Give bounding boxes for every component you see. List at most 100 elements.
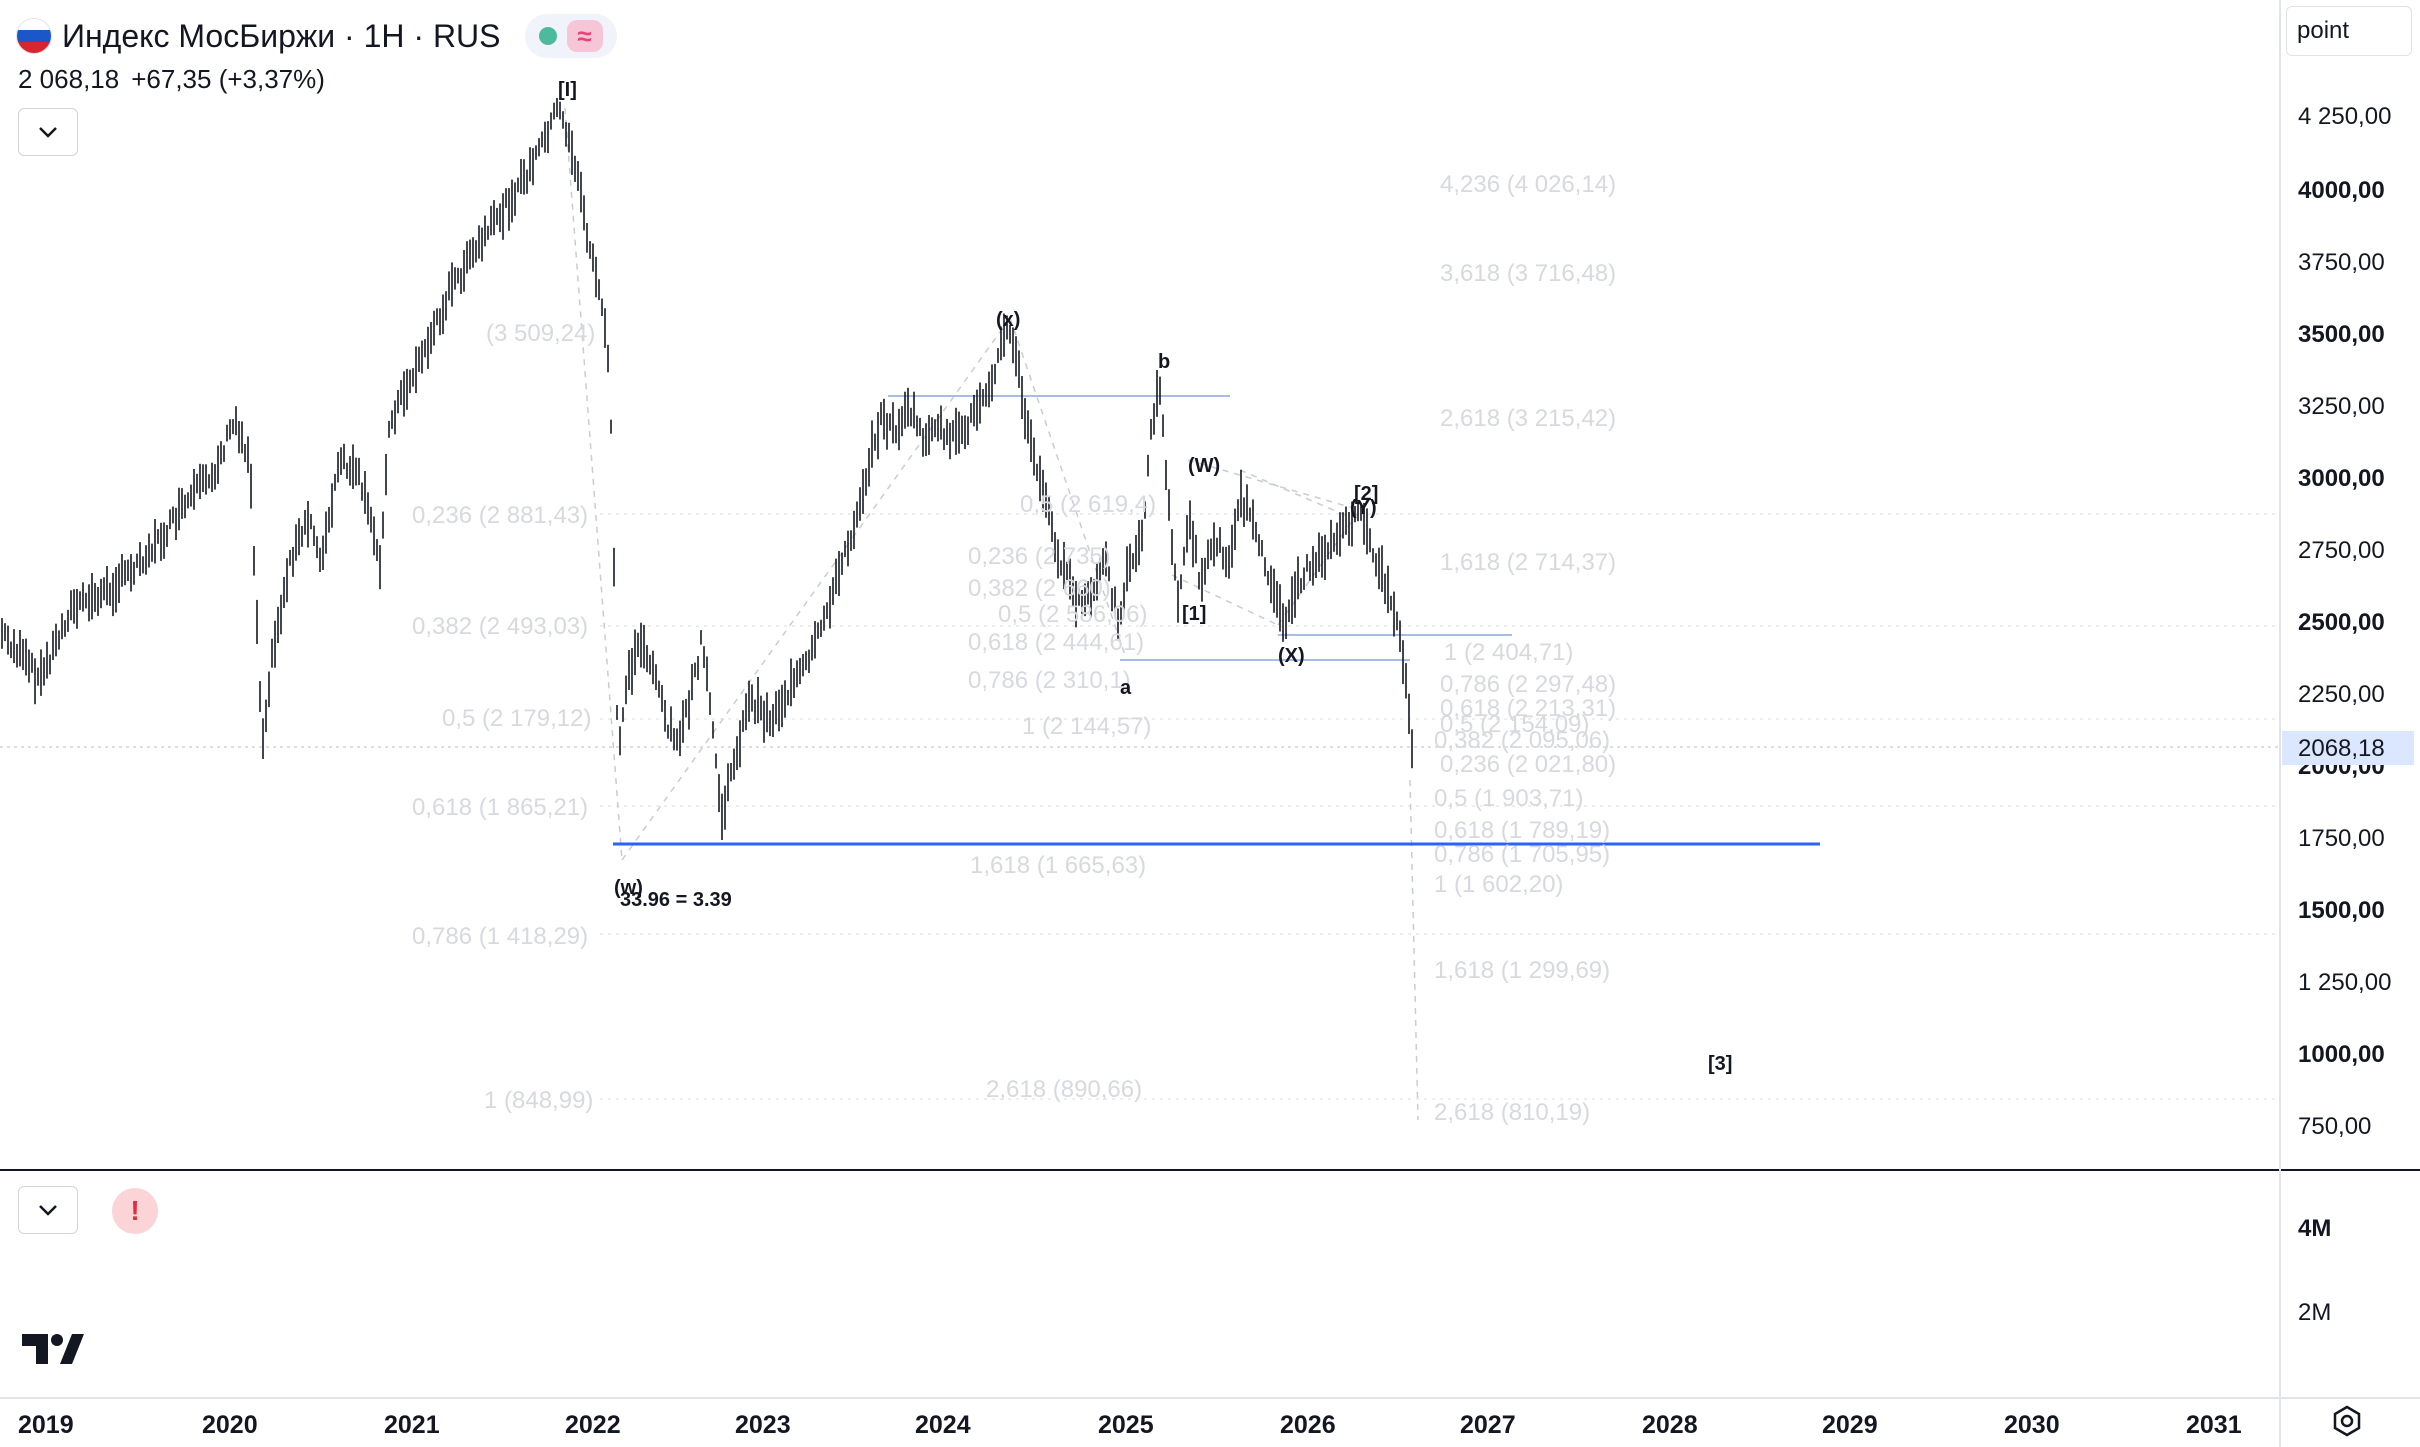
- price-axis-label: 1500,00: [2298, 897, 2385, 924]
- time-axis-label: 2027: [1460, 1411, 1516, 1439]
- price-axis-label: 4 250,00: [2298, 103, 2391, 130]
- status-pill[interactable]: ≈: [524, 14, 617, 58]
- fib-label: 1 (2 404,71): [1444, 639, 1573, 666]
- volume-axis[interactable]: 4M 2M: [2298, 1215, 2331, 1326]
- wave-label[interactable]: [1]: [1182, 603, 1206, 625]
- settings-button[interactable]: [2330, 1404, 2364, 1443]
- fib-label: 2,618 (890,66): [986, 1076, 1142, 1103]
- price-line: 2 068,18 +67,35 (+3,37%): [18, 64, 337, 95]
- wave-label[interactable]: (x): [996, 309, 1020, 331]
- wave-label[interactable]: (Y): [1350, 497, 1377, 519]
- fib-label: 3,618 (3 716,48): [1440, 260, 1616, 287]
- fib-label: 2,618 (3 215,42): [1440, 405, 1616, 432]
- volume-axis-label: 2M: [2298, 1299, 2331, 1326]
- price-axis-label: 2500,00: [2298, 609, 2385, 636]
- current-price-tag: [2282, 731, 2414, 765]
- fib-label: 1,618 (1 665,63): [970, 852, 1146, 879]
- fib-levels: [600, 513, 2280, 1100]
- market-status-icon: [538, 27, 557, 45]
- fib-label: 0,5 (2 586,06): [998, 601, 1147, 628]
- fib-label: 0,618 (2 444,61): [968, 629, 1144, 656]
- range-lines[interactable]: [888, 395, 1512, 661]
- wave-connector: [1239, 469, 1346, 516]
- fib-label: 0,618 (2 213,31): [1440, 695, 1616, 722]
- wave-label[interactable]: a: [1120, 677, 1132, 699]
- time-axis-label: 2026: [1280, 1411, 1336, 1439]
- fib-label: 1 (1 602,20): [1434, 871, 1563, 898]
- time-axis-label: 2029: [1822, 1411, 1878, 1439]
- time-axis-label: 2028: [1642, 1411, 1698, 1439]
- price-change: +67,35 (+3,37%): [131, 64, 325, 94]
- price-axis[interactable]: 4 250,00 4000,00 3750,00 3500,00 3250,00…: [2298, 103, 2391, 1140]
- chevron-down-icon: [39, 1205, 57, 1216]
- ratio-note[interactable]: 33.96 = 3.39: [620, 889, 732, 911]
- fib-label: 0,236 (2 881,43): [412, 502, 588, 529]
- wave-connectors: [564, 107, 1419, 1121]
- time-axis-label: 2019: [18, 1411, 74, 1439]
- time-axis-label: 2025: [1098, 1411, 1154, 1439]
- fib-label: 2,618 (810,19): [1434, 1099, 1590, 1126]
- chevron-down-icon: [39, 127, 57, 138]
- wave-connector: [1409, 779, 1419, 1121]
- fib-label: 1 (2 144,57): [1022, 713, 1151, 740]
- price-axis-label: 3750,00: [2298, 249, 2385, 276]
- wave-label[interactable]: [3]: [1708, 1053, 1732, 1075]
- scale-mode-selector[interactable]: point: [2286, 6, 2412, 56]
- fib-label: 1,618 (1 299,69): [1434, 957, 1610, 984]
- price-candles: [1, 98, 1413, 840]
- current-price-label: 2068,18: [2298, 735, 2385, 762]
- fib-label: 0,786 (2 297,48): [1440, 671, 1616, 698]
- price-axis-label: 1 250,00: [2298, 969, 2391, 996]
- russia-flag-icon: [16, 18, 52, 54]
- fib-label: 0,786 (2 310,1): [968, 667, 1131, 694]
- time-axis-label: 2024: [915, 1411, 971, 1439]
- volume-axis-label: 4M: [2298, 1215, 2331, 1242]
- wave-label[interactable]: [I]: [558, 79, 577, 101]
- price-axis-label: 3500,00: [2298, 321, 2385, 348]
- time-axis-label: 2020: [202, 1411, 258, 1439]
- price-axis-label: 2750,00: [2298, 537, 2385, 564]
- fib-label: 0,786 (1 418,29): [412, 923, 588, 950]
- time-axis[interactable]: 2019 2020 2021 2022 2023 2024 2025 2026 …: [18, 1411, 2242, 1439]
- gear-icon: [2333, 1405, 2361, 1437]
- fib-label: 0,382 (2 095,06): [1434, 727, 1610, 754]
- fib-label: 0,618 (1 789,19): [1434, 817, 1610, 844]
- wave-connector: [621, 317, 1011, 861]
- price-axis-label: 2250,00: [2298, 681, 2385, 708]
- fib-label: 1,618 (2 714,37): [1440, 549, 1616, 576]
- time-axis-label: 2023: [735, 1411, 791, 1439]
- fib-label: 0,236 (2 735): [968, 543, 1111, 570]
- wave-connector: [564, 107, 623, 861]
- fib-label: 0,618 (1 865,21): [412, 794, 588, 821]
- fib-label: 0,786 (1 705,95): [1434, 841, 1610, 868]
- wave-label[interactable]: [2]: [1354, 483, 1378, 505]
- price-axis-label: 4000,00: [2298, 177, 2385, 204]
- price-axis-label: 1000,00: [2298, 1041, 2385, 1068]
- fib-label: 0,382 (2 493,03): [412, 613, 588, 640]
- fib-label: 0,236 (2 021,80): [1440, 751, 1616, 778]
- collapse-legend-button[interactable]: [18, 108, 78, 156]
- wave-label[interactable]: b: [1158, 351, 1170, 373]
- wave-icon[interactable]: ≈: [566, 20, 603, 52]
- price-axis-label: 3250,00: [2298, 393, 2385, 420]
- price-axis-label: 1750,00: [2298, 825, 2385, 852]
- fib-label: 4,236 (4 026,14): [1440, 171, 1616, 198]
- wave-label[interactable]: (X): [1278, 645, 1305, 667]
- alert-icon[interactable]: !: [112, 1188, 158, 1234]
- fib-label: 1 (848,99): [484, 1087, 593, 1114]
- symbol-title[interactable]: Индекс МосБиржи · 1H · RUS: [62, 17, 501, 54]
- wave-connector: [1171, 574, 1279, 626]
- wave-label[interactable]: (W): [1188, 455, 1220, 477]
- collapse-volume-button[interactable]: [18, 1186, 78, 1234]
- tradingview-logo-icon: [22, 1334, 84, 1364]
- wave-label-group[interactable]: [I] (x) b (W) [2] (Y) [1] (X) a (w) [3] …: [558, 79, 1732, 1075]
- tradingview-logo[interactable]: [20, 1332, 86, 1373]
- symbol-header[interactable]: Индекс МосБиржи · 1H · RUS ≈: [16, 14, 617, 58]
- price-axis-label: 3000,00: [2298, 465, 2385, 492]
- fib-label: 0,382 (2 660): [968, 575, 1111, 602]
- time-axis-label: 2021: [384, 1411, 440, 1439]
- fib-label: 0,5 (2 619,4): [1020, 491, 1156, 518]
- wave-label[interactable]: (w): [614, 877, 643, 899]
- price-axis-label: 750,00: [2298, 1113, 2371, 1140]
